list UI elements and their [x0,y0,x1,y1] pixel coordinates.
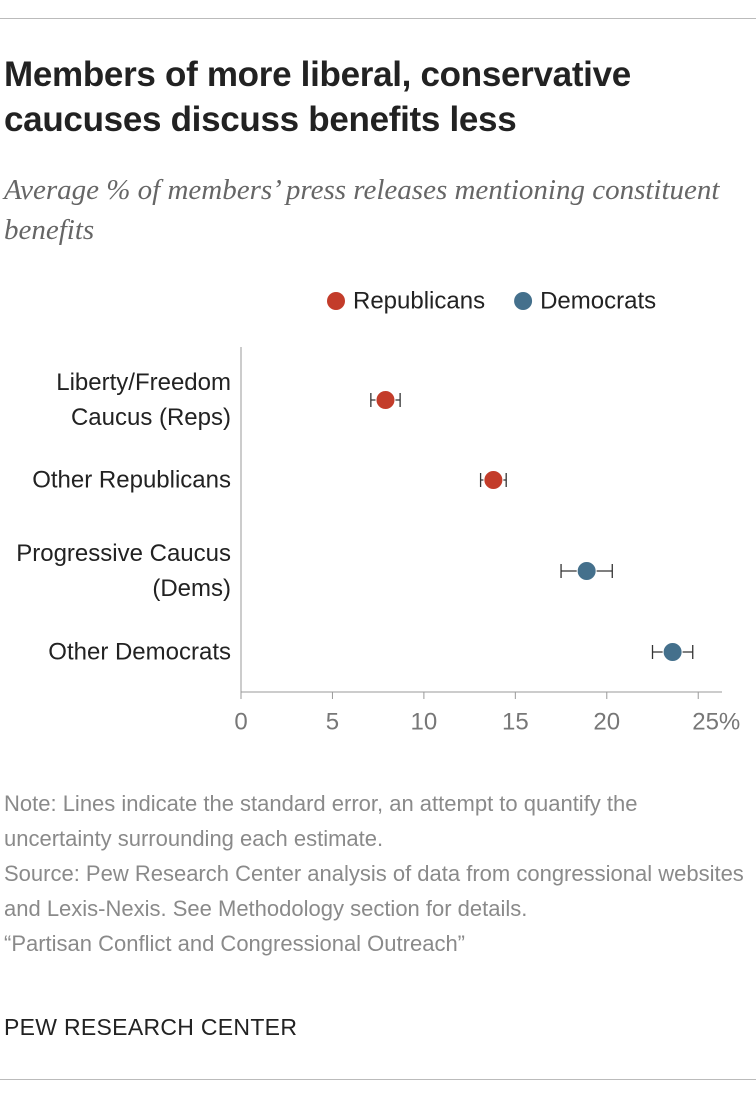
x-tick-label: 20 [593,708,620,735]
legend-swatch [514,292,533,310]
notes: Note: Lines indicate the standard error,… [4,786,749,961]
chart: 0 5 10 15 20 25% Republicans Democrats [234,287,740,735]
top-rule [0,18,756,19]
brand: PEW RESEARCH CENTER [4,1014,298,1040]
dot [576,561,597,581]
source: Source: Pew Research Center analysis of … [4,861,744,921]
dot [662,642,683,662]
category-label: Liberty/Freedom Caucus (Reps) [56,369,231,431]
legend-label: Democrats [540,287,656,314]
chart-subtitle: Average % of members’ press releases men… [4,174,720,246]
dot [375,390,396,410]
legend-swatch [327,292,345,310]
chart-title: Members of more liberal, conservative ca… [4,55,631,139]
category-label: Other Democrats [48,638,231,666]
report: “Partisan Conflict and Congressional Out… [4,931,466,956]
x-tick-label: 15 [502,708,529,735]
bottom-rule [0,1079,756,1080]
x-tick-label: 25% [692,708,740,735]
legend-label: Republicans [353,287,485,314]
x-tick-label: 5 [326,708,339,735]
note: Note: Lines indicate the standard error,… [4,791,638,851]
dot [483,470,504,490]
x-tick-label: 0 [234,708,247,735]
category-label: Progressive Caucus (Dems) [16,540,231,602]
category-label: Other Republicans [32,466,231,494]
x-tick-label: 10 [411,708,438,735]
